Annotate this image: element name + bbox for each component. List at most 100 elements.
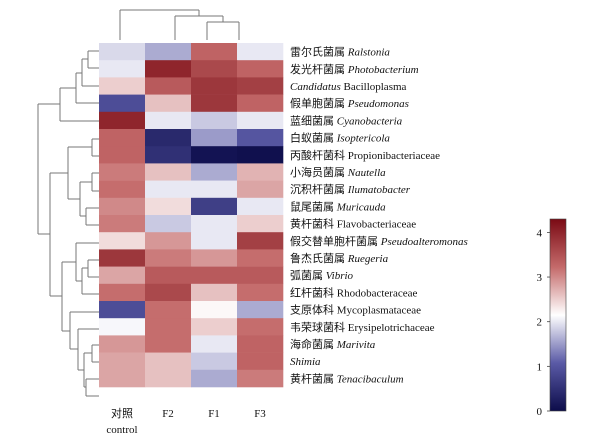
row-label-latin: Propionibacteriaceae xyxy=(348,150,440,162)
heatmap-cell xyxy=(237,77,284,95)
heatmap-cell xyxy=(99,283,146,302)
row-label: 红杆菌科 Rhodobacteraceae xyxy=(290,285,417,299)
heatmap-cell xyxy=(237,43,284,61)
heatmap-cell xyxy=(237,266,284,285)
row-label-latin: Ralstonia xyxy=(347,47,391,59)
heatmap-cell xyxy=(191,180,238,199)
column-label: 对照 xyxy=(111,406,133,420)
heatmap-cell xyxy=(145,111,192,130)
heatmap-cell xyxy=(145,197,192,216)
heatmap-cell xyxy=(237,163,284,181)
color-scale-tick-label: 2 xyxy=(537,317,543,329)
row-label: 小海员菌属 Nautella xyxy=(290,165,386,179)
column-label: F3 xyxy=(254,408,266,420)
color-scale-tick-label: 3 xyxy=(537,272,543,284)
row-label: Shimia xyxy=(290,356,321,368)
heatmap-cell xyxy=(145,180,192,199)
row-label-zh: 蓝细菌属 xyxy=(290,114,337,127)
row-dendrogram-branch xyxy=(49,172,68,297)
heatmap-cell xyxy=(191,43,238,61)
heatmap-cell xyxy=(145,369,192,388)
row-dendrogram-branch xyxy=(85,378,99,397)
heatmap-cell xyxy=(237,129,284,147)
heatmap-cell xyxy=(191,249,238,267)
heatmap-cell xyxy=(99,146,146,164)
row-label-zh: 发光杆菌属 xyxy=(290,62,348,76)
row-label-latin: Shimia xyxy=(290,356,321,368)
row-dendrogram-branch xyxy=(59,87,99,122)
row-label-latin: Vibrio xyxy=(326,270,354,282)
row-label: 白蚁菌属 Isoptericola xyxy=(290,131,390,145)
row-label: 海命菌属 Marivita xyxy=(290,337,376,351)
heatmap-cell xyxy=(191,111,238,130)
color-scale-bar xyxy=(549,218,567,412)
row-dendrogram-branch xyxy=(61,261,76,332)
heatmap-cell xyxy=(191,77,238,95)
row-label: 鼠尾菌属 Muricauda xyxy=(290,199,386,213)
column-dendrogram-branch xyxy=(119,9,200,40)
heatmap-cell xyxy=(191,197,238,216)
row-dendrogram-branch xyxy=(75,72,99,104)
heatmap-cell xyxy=(191,266,238,285)
heatmap-cell xyxy=(237,249,284,267)
row-dendrogram-branch xyxy=(83,352,92,388)
heatmap-cell xyxy=(99,197,146,216)
heatmap-cell xyxy=(145,215,192,233)
heatmap-cell xyxy=(99,129,146,147)
heatmap-cell xyxy=(145,318,192,336)
row-label-latin: Muricauda xyxy=(336,201,386,213)
heatmap-cell xyxy=(237,352,284,371)
row-label-latin: Rhodobacteraceae xyxy=(337,287,418,299)
heatmap-cell xyxy=(99,111,146,130)
row-label: 黄杆菌科 Flavobacteriaceae xyxy=(290,217,416,231)
row-label: Candidatus Bacilloplasma xyxy=(290,81,407,93)
heatmap-cell xyxy=(145,146,192,164)
row-label-latin: Nautella xyxy=(347,167,386,179)
row-label: 韦荣球菌科 Erysipelotrichaceae xyxy=(290,320,435,334)
row-label-zh: 红杆菌科 xyxy=(290,285,337,299)
heatmap-cell xyxy=(237,94,284,113)
column-label-secondary: control xyxy=(106,424,137,436)
row-label-zh: 弧菌属 xyxy=(290,268,326,282)
row-label-zh: 支原体科 xyxy=(290,303,337,317)
heatmap-cell xyxy=(145,163,192,181)
row-label-latin: Marivita xyxy=(336,339,376,351)
row-label: 假单胞菌属 Pseudomonas xyxy=(290,96,409,110)
row-dendrogram-branch xyxy=(87,259,99,278)
row-label-latin: Pseudoalteromonas xyxy=(380,236,468,248)
row-label-zh: 雷尔氏菌属 xyxy=(290,46,348,59)
row-label-zh: 沉积杆菌属 xyxy=(290,182,348,196)
row-label-zh: 韦荣球菌科 xyxy=(290,320,348,334)
row-label-latin: Mycoplasmataceae xyxy=(337,305,421,317)
row-label: 假交替单胞杆菌属 Pseudoalteromonas xyxy=(290,234,468,248)
color-scale-tick-label: 1 xyxy=(537,361,543,373)
heatmap-cell xyxy=(237,301,284,319)
row-label-zh: 鲁杰氏菌属 xyxy=(290,251,348,265)
heatmap-cell xyxy=(191,129,238,147)
heatmap-cell xyxy=(99,232,146,250)
row-label: 蓝细菌属 Cyanobacteria xyxy=(290,114,403,127)
heatmap-cell xyxy=(145,335,192,353)
row-labels: 雷尔氏菌属 Ralstonia 发光杆菌属 Photobacterium Candi… xyxy=(290,46,468,386)
color-scale-legend: 0 1 2 3 4 xyxy=(537,218,567,418)
row-label: 支原体科 Mycoplasmataceae xyxy=(290,303,421,317)
column-label: F1 xyxy=(208,408,220,420)
heatmap-cell xyxy=(145,232,192,250)
row-label-latin: Pseudomonas xyxy=(347,98,409,110)
heatmap-cell xyxy=(191,335,238,353)
heatmap-cell xyxy=(99,335,146,353)
heatmap-cell xyxy=(99,352,146,371)
heatmap-cell xyxy=(145,43,192,61)
column-dendrogram xyxy=(119,9,240,40)
row-dendrogram-branch xyxy=(85,207,99,226)
row-label-zh: 白蚁菌属 xyxy=(290,131,337,145)
row-label-latin: Tenacibaculum xyxy=(337,373,404,385)
row-label: 沉积杆菌属 Ilumatobacter xyxy=(290,182,411,196)
column-dendrogram-branch xyxy=(174,15,224,40)
row-dendrogram-branch xyxy=(37,103,60,235)
heatmap-cell xyxy=(191,352,238,371)
row-label-latin: Candidatus xyxy=(290,81,341,93)
row-dendrogram xyxy=(37,50,99,397)
heatmap-cell xyxy=(99,94,146,113)
